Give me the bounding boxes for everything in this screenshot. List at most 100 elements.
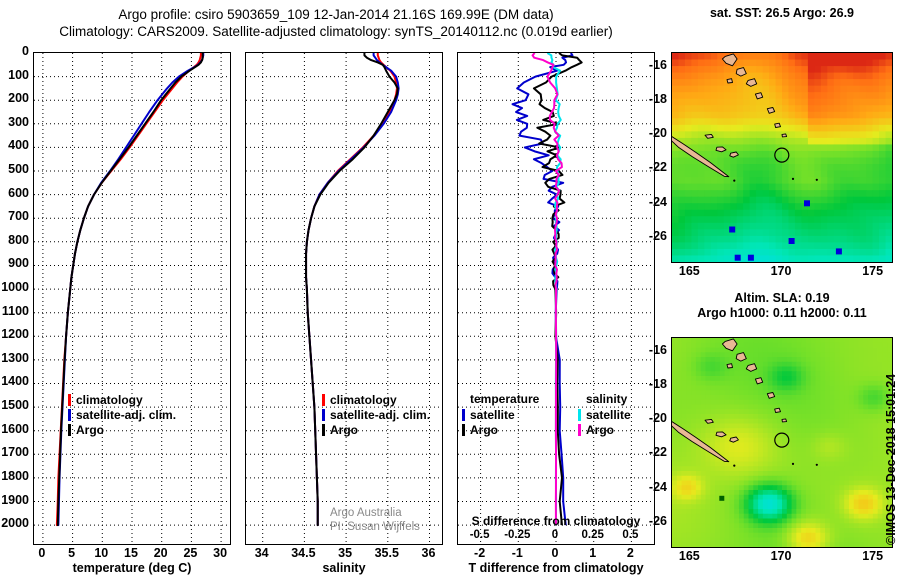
longitude-tick-label: 175	[862, 264, 884, 278]
salinity-profile-svg	[246, 53, 442, 544]
legend-entry: Argo	[462, 422, 539, 437]
axis-tick-label: 5	[68, 546, 76, 560]
depth-tick-label: 1300	[1, 350, 29, 365]
latitude-tick-label: -26	[648, 514, 667, 529]
depth-tick-label: 1900	[1, 492, 29, 507]
temperature-profile-plot	[33, 52, 231, 545]
salinity-profile-plot	[245, 52, 443, 545]
credit-line-1: Argo Australia	[330, 507, 402, 519]
depth-tick-label: 500	[8, 162, 29, 177]
s-difference-tick-label: -0.25	[504, 529, 531, 541]
legend-label: climatology	[330, 392, 397, 407]
depth-tick-label: 700	[8, 209, 29, 224]
s-difference-tick-label: -0.5	[469, 529, 490, 541]
depth-tick-label: 2000	[1, 516, 29, 531]
legend-entry: Argo	[68, 422, 176, 437]
longitude-tick-label: 170	[770, 549, 792, 563]
legend-color-swatch	[462, 408, 465, 421]
difference-profile-svg	[458, 53, 654, 544]
depth-tick-label: 1600	[1, 421, 29, 436]
axis-tick-label: 35.5	[374, 546, 399, 560]
difference-s-axis-label: S difference from climatology	[471, 514, 641, 528]
legend-entry: climatology	[68, 392, 176, 407]
sla-map-title: Altim. SLA: 0.19 Argo h1000: 0.11 h2000:…	[671, 291, 893, 321]
latitude-tick-label: -24	[648, 479, 667, 494]
latitude-tick-label: -18	[648, 91, 667, 106]
sla-map-svg	[672, 338, 892, 547]
legend-label: Argo	[470, 422, 498, 437]
legend-entry: climatology	[322, 392, 430, 407]
axis-tick-label: 15	[124, 546, 138, 560]
latitude-tick-label: -22	[648, 160, 667, 175]
axis-tick-label: 2	[626, 546, 634, 560]
salinity-legend: climatology satellite-adj. clim. Argo	[322, 392, 430, 437]
latitude-tick-label: -16	[648, 342, 667, 357]
legend-entry: satellite	[462, 407, 539, 422]
latitude-tick-label: -20	[648, 411, 667, 426]
difference-salinity-legend: salinity satellite Argo	[578, 392, 631, 437]
axis-tick-label: -1	[511, 546, 523, 560]
temperature-legend: climatology satellite-adj. clim. Argo	[68, 392, 176, 437]
legend-label: Argo	[76, 422, 104, 437]
axis-tick-label: 30	[213, 546, 228, 560]
axis-tick-label: 36	[421, 546, 436, 560]
latitude-tick-label: -16	[648, 57, 667, 72]
axis-tick-label: 34.5	[291, 546, 316, 560]
longitude-tick-label: 175	[862, 549, 884, 563]
depth-tick-label: 1800	[1, 468, 29, 483]
legend-color-swatch	[322, 393, 325, 406]
latitude-tick-label: -26	[648, 229, 667, 244]
legend-entry: satellite-adj. clim.	[322, 407, 430, 422]
salinity-axis-label: salinity	[322, 561, 366, 575]
legend-label: Argo	[330, 422, 358, 437]
legend-color-swatch	[68, 408, 71, 421]
latitude-tick-label: -24	[648, 194, 667, 209]
legend-label: climatology	[76, 392, 143, 407]
legend-color-swatch	[68, 423, 71, 436]
legend-entry: Argo	[578, 422, 631, 437]
axis-tick-label: 34	[254, 546, 269, 560]
legend-color-swatch	[322, 408, 325, 421]
axis-tick-label: 35	[338, 546, 353, 560]
latitude-tick-label: -18	[648, 376, 667, 391]
sla-map	[671, 337, 893, 548]
s-difference-tick-label: 0.25	[581, 529, 604, 541]
sst-map	[671, 52, 893, 263]
s-difference-tick-label: 0.5	[622, 529, 639, 541]
depth-tick-label: 900	[8, 256, 29, 271]
temperature-profile-svg	[34, 53, 230, 544]
title-line-2: Climatology: CARS2009. Satellite-adjuste…	[59, 24, 613, 39]
legend-color-swatch	[578, 408, 581, 421]
axis-tick-label: 25	[183, 546, 198, 560]
legend-group-header-temperature: temperature	[470, 392, 540, 406]
axis-tick-label: 0	[38, 546, 46, 560]
credit-line-2: PI: Susan Wijffels	[330, 521, 420, 533]
legend-color-swatch	[322, 423, 325, 436]
legend-color-swatch	[68, 393, 71, 406]
latitude-tick-label: -22	[648, 445, 667, 460]
legend-label: satellite	[470, 407, 515, 422]
depth-tick-label: 1200	[1, 327, 29, 342]
difference-t-axis-label: T difference from climatology	[468, 561, 644, 575]
depth-tick-label: 400	[8, 138, 29, 153]
depth-tick-label: 1000	[1, 280, 29, 295]
legend-label: satellite-adj. clim.	[330, 407, 431, 422]
legend-entry: satellite	[578, 407, 631, 422]
axis-tick-label: 20	[153, 546, 168, 560]
axis-tick-label: 1	[589, 546, 597, 560]
axis-tick-label: -2	[474, 546, 486, 560]
sst-map-svg	[672, 53, 892, 262]
latitude-tick-label: -20	[648, 126, 667, 141]
depth-tick-label: 600	[8, 185, 29, 200]
sst-map-title: sat. SST: 26.5 Argo: 26.9	[709, 6, 855, 20]
longitude-tick-label: 165	[678, 264, 700, 278]
legend-group-header-salinity: salinity	[586, 392, 628, 406]
depth-tick-label: 100	[8, 67, 29, 82]
legend-label: satellite	[586, 407, 631, 422]
longitude-tick-label: 165	[678, 549, 700, 563]
temperature-axis-label: temperature (deg C)	[72, 561, 192, 575]
sla-title-line-1: Altim. SLA: 0.19	[734, 291, 830, 305]
s-difference-tick-label: 0	[551, 529, 559, 541]
legend-entry: satellite-adj. clim.	[68, 407, 176, 422]
axis-tick-label: 0	[551, 546, 559, 560]
